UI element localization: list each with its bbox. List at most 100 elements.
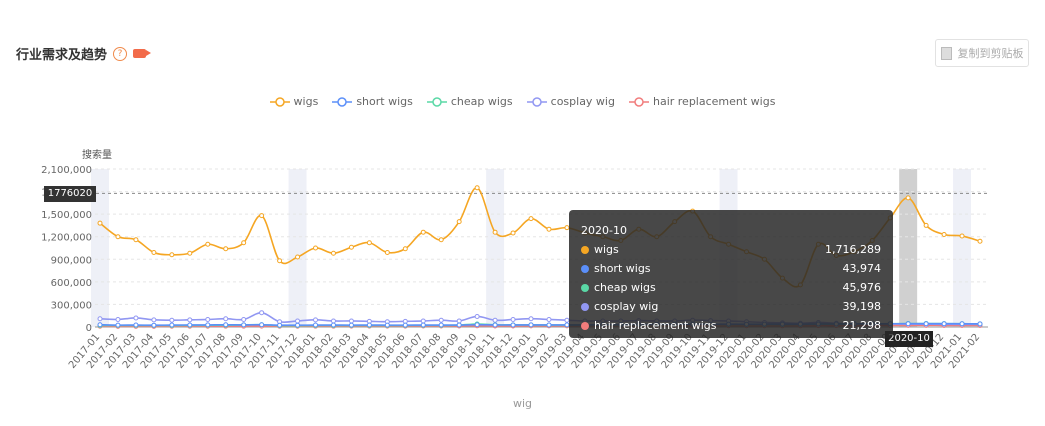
tooltip-value: 39,198 bbox=[842, 300, 882, 313]
data-point-short-wigs bbox=[510, 322, 516, 328]
data-point-cosplay-wig bbox=[205, 316, 211, 322]
x-pointer-label: 2020-10 bbox=[885, 331, 933, 347]
data-point-cosplay-wig bbox=[456, 318, 462, 324]
data-point-short-wigs bbox=[474, 322, 480, 328]
data-point-short-wigs bbox=[438, 322, 444, 328]
data-point-short-wigs bbox=[295, 322, 301, 328]
copy-to-clipboard-button[interactable]: 复制到剪贴板 bbox=[935, 39, 1029, 67]
data-point-cosplay-wig bbox=[492, 317, 498, 323]
data-point-wigs bbox=[941, 231, 947, 237]
data-point-cosplay-wig bbox=[510, 316, 516, 322]
data-point-short-wigs bbox=[205, 322, 211, 328]
help-icon[interactable]: ? bbox=[113, 46, 128, 61]
data-point-wigs bbox=[510, 230, 516, 236]
data-point-wigs bbox=[151, 250, 157, 256]
data-point-cosplay-wig bbox=[115, 316, 121, 322]
section-title: 行业需求及趋势 bbox=[16, 48, 108, 63]
data-point-wigs bbox=[959, 233, 965, 239]
data-point-wigs bbox=[295, 254, 301, 260]
copy-icon bbox=[940, 46, 952, 60]
tooltip-row: short wigs 43,974 bbox=[581, 262, 881, 275]
legend-marker-icon bbox=[332, 96, 353, 107]
data-point-cosplay-wig bbox=[438, 317, 444, 323]
data-point-wigs bbox=[438, 237, 444, 243]
data-point-wigs bbox=[420, 229, 426, 235]
y-tick-label: 1,200,000 bbox=[41, 233, 92, 244]
video-icon[interactable] bbox=[133, 49, 152, 58]
tooltip-row: wigs 1,716,289 bbox=[581, 243, 881, 256]
data-point-short-wigs bbox=[97, 322, 103, 328]
data-point-wigs bbox=[492, 229, 498, 235]
data-point-wigs bbox=[277, 258, 283, 264]
data-point-short-wigs bbox=[241, 322, 247, 328]
data-point-cosplay-wig bbox=[151, 317, 157, 323]
tooltip-row: cheap wigs 45,976 bbox=[581, 281, 881, 294]
tooltip-dot-icon bbox=[581, 302, 589, 311]
data-point-short-wigs bbox=[959, 321, 965, 327]
data-point-short-wigs bbox=[492, 322, 498, 328]
data-point-short-wigs bbox=[313, 322, 319, 328]
data-point-short-wigs bbox=[115, 322, 121, 328]
legend-item[interactable]: cheap wigs bbox=[426, 95, 513, 108]
data-point-short-wigs bbox=[420, 322, 426, 328]
tooltip-dot-icon bbox=[581, 321, 589, 330]
data-point-wigs bbox=[384, 250, 390, 256]
data-point-cosplay-wig bbox=[241, 316, 247, 322]
legend-label: cheap wigs bbox=[450, 95, 513, 108]
legend-marker-icon bbox=[426, 96, 447, 107]
legend-marker-icon bbox=[269, 96, 290, 107]
data-point-cosplay-wig bbox=[564, 317, 570, 323]
legend-item[interactable]: short wigs bbox=[332, 95, 413, 108]
data-point-wigs bbox=[905, 195, 911, 201]
y-tick-label: 2,100,000 bbox=[41, 165, 92, 176]
tooltip-series-name: cosplay wig bbox=[594, 300, 659, 313]
data-point-short-wigs bbox=[223, 322, 229, 328]
data-point-short-wigs bbox=[384, 322, 390, 328]
y-tick-label: 0 bbox=[86, 323, 92, 334]
data-point-short-wigs bbox=[277, 322, 283, 328]
data-point-wigs bbox=[366, 240, 372, 246]
legend-label: wigs bbox=[293, 95, 319, 108]
legend-item[interactable]: hair replacement wigs bbox=[628, 95, 775, 108]
data-point-wigs bbox=[241, 240, 247, 246]
data-point-wigs bbox=[313, 245, 319, 251]
chart-tooltip: 2020-10 wigs 1,716,289 short wigs 43,974 che… bbox=[569, 210, 893, 338]
y-pointer-label: 1776020 bbox=[44, 186, 96, 202]
data-point-short-wigs bbox=[187, 322, 193, 328]
y-tick-label: 900,000 bbox=[51, 255, 92, 266]
tooltip-row: hair replacement wigs 21,298 bbox=[581, 319, 881, 332]
data-point-short-wigs bbox=[456, 322, 462, 328]
data-point-wigs bbox=[259, 213, 265, 219]
data-point-cosplay-wig bbox=[474, 313, 480, 319]
data-point-short-wigs bbox=[528, 322, 534, 328]
legend-item[interactable]: wigs bbox=[269, 95, 319, 108]
chart-legend: wigs short wigs cheap wigs cosplay wig hair … bbox=[0, 95, 1045, 108]
tooltip-title: 2020-10 bbox=[581, 224, 627, 237]
tooltip-value: 21,298 bbox=[842, 319, 882, 332]
highlight-band-2021-01 bbox=[953, 169, 972, 327]
data-point-wigs bbox=[474, 185, 480, 191]
legend-item[interactable]: cosplay wig bbox=[526, 95, 615, 108]
data-point-wigs bbox=[528, 216, 534, 222]
tooltip-dot-icon bbox=[581, 245, 589, 254]
tooltip-value: 45,976 bbox=[842, 281, 882, 294]
legend-label: cosplay wig bbox=[550, 95, 615, 108]
data-point-wigs bbox=[546, 226, 552, 232]
data-point-short-wigs bbox=[923, 321, 929, 327]
data-point-short-wigs bbox=[366, 322, 372, 328]
data-point-cosplay-wig bbox=[330, 318, 336, 324]
tooltip-dot-icon bbox=[581, 283, 589, 292]
data-point-wigs bbox=[977, 238, 983, 244]
data-point-cosplay-wig bbox=[97, 316, 103, 322]
data-point-short-wigs bbox=[330, 322, 336, 328]
highlight-band-2017-01 bbox=[91, 169, 109, 327]
tooltip-series-name: hair replacement wigs bbox=[594, 319, 717, 332]
data-point-short-wigs bbox=[905, 321, 911, 327]
legend-marker-icon bbox=[526, 96, 547, 107]
data-point-cosplay-wig bbox=[546, 316, 552, 322]
data-point-short-wigs bbox=[564, 322, 570, 328]
highlight-band-2018-11 bbox=[486, 169, 505, 327]
tooltip-value: 1,716,289 bbox=[825, 243, 881, 256]
data-point-cosplay-wig bbox=[313, 317, 319, 323]
data-point-wigs bbox=[223, 246, 229, 252]
